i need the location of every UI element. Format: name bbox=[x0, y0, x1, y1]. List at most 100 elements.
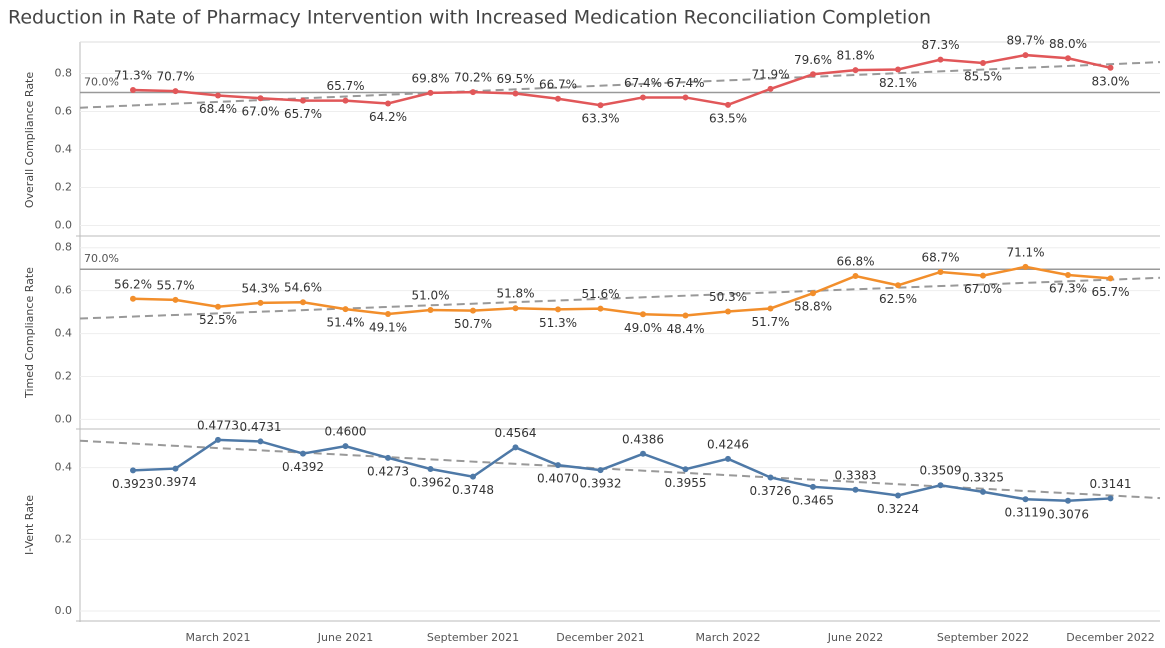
y-tick-label: 0.8 bbox=[55, 67, 73, 80]
data-point bbox=[427, 466, 434, 473]
data-label: 58.8% bbox=[794, 300, 832, 314]
y-tick-label: 0.6 bbox=[55, 105, 73, 118]
data-label: 71.9% bbox=[751, 67, 789, 81]
data-label: 49.1% bbox=[369, 321, 407, 335]
data-point bbox=[852, 67, 859, 74]
data-point bbox=[810, 483, 816, 490]
data-point bbox=[937, 482, 944, 489]
data-point bbox=[130, 295, 136, 302]
data-label: 64.2% bbox=[369, 110, 407, 124]
y-tick-label: 0.6 bbox=[55, 284, 73, 297]
data-point bbox=[385, 100, 391, 107]
data-point bbox=[767, 85, 774, 92]
data-point bbox=[512, 305, 519, 312]
data-label: 0.3325 bbox=[962, 470, 1004, 484]
data-label: 0.4773 bbox=[197, 418, 239, 432]
data-point bbox=[682, 312, 689, 319]
data-label: 70.7% bbox=[156, 70, 194, 84]
data-point bbox=[640, 311, 646, 318]
data-point bbox=[1065, 271, 1071, 278]
data-label: 69.5% bbox=[496, 72, 534, 86]
data-label: 65.7% bbox=[326, 79, 364, 93]
data-point bbox=[937, 56, 944, 63]
data-label: 79.6% bbox=[794, 53, 832, 67]
data-label: 71.1% bbox=[1006, 245, 1044, 259]
data-label: 54.3% bbox=[241, 281, 279, 295]
data-label: 0.4600 bbox=[325, 425, 367, 439]
data-label: 68.7% bbox=[921, 250, 959, 264]
data-point bbox=[1022, 52, 1029, 59]
data-label: 0.3748 bbox=[452, 483, 494, 497]
data-label: 0.3955 bbox=[665, 476, 707, 490]
data-point bbox=[725, 455, 731, 462]
data-label: 0.3509 bbox=[920, 464, 962, 478]
data-point bbox=[512, 90, 519, 97]
data-label: 62.5% bbox=[879, 292, 917, 306]
reference-label: 70.0% bbox=[84, 76, 119, 89]
data-label: 81.8% bbox=[836, 49, 874, 63]
y-axis-title: Overall Compliance Rate bbox=[23, 72, 36, 209]
data-point bbox=[980, 272, 986, 279]
data-label: 51.8% bbox=[496, 287, 534, 301]
data-point bbox=[470, 473, 476, 480]
data-label: 83.0% bbox=[1091, 74, 1129, 88]
y-axis-title: Timed Compliance Rate bbox=[23, 267, 36, 399]
data-point bbox=[555, 306, 561, 313]
data-point bbox=[640, 450, 646, 457]
data-point bbox=[895, 492, 901, 499]
data-point bbox=[215, 303, 221, 310]
y-axis-title: I-Vent Rate bbox=[23, 495, 36, 555]
y-tick-label: 0.2 bbox=[55, 369, 73, 382]
data-point bbox=[342, 443, 349, 450]
data-point bbox=[640, 94, 646, 101]
data-point bbox=[215, 92, 221, 99]
data-point bbox=[1065, 55, 1071, 62]
trend-line bbox=[79, 439, 1161, 500]
data-label: 0.3141 bbox=[1090, 477, 1132, 491]
data-label: 51.0% bbox=[411, 288, 449, 302]
x-tick-label: June 2021 bbox=[317, 631, 373, 644]
data-label: 88.0% bbox=[1049, 37, 1087, 51]
y-tick-label: 0.0 bbox=[55, 412, 73, 425]
data-point bbox=[810, 290, 816, 297]
series-line bbox=[132, 265, 1111, 317]
data-label: 66.8% bbox=[836, 255, 874, 269]
data-point bbox=[597, 305, 604, 312]
data-label: 69.8% bbox=[411, 71, 449, 85]
data-label: 0.3932 bbox=[580, 477, 622, 491]
data-point bbox=[300, 299, 306, 306]
data-point bbox=[810, 71, 816, 78]
data-point bbox=[725, 101, 731, 108]
data-point bbox=[342, 306, 349, 313]
data-label: 71.3% bbox=[114, 69, 152, 83]
y-tick-label: 0.4 bbox=[55, 143, 73, 156]
data-label: 67.4% bbox=[666, 76, 704, 90]
data-point bbox=[895, 66, 901, 73]
data-point bbox=[470, 307, 476, 314]
data-point bbox=[937, 268, 944, 275]
data-label: 67.0% bbox=[241, 105, 279, 119]
data-point bbox=[172, 88, 179, 95]
data-label: 67.0% bbox=[964, 282, 1002, 296]
data-point bbox=[257, 95, 264, 102]
data-point bbox=[555, 95, 561, 102]
x-tick-label: September 2021 bbox=[427, 631, 519, 644]
data-point bbox=[257, 299, 264, 306]
data-label: 65.7% bbox=[284, 107, 322, 121]
data-point bbox=[130, 87, 136, 94]
data-point bbox=[342, 97, 349, 104]
data-label: 55.7% bbox=[156, 278, 194, 292]
data-label: 0.3726 bbox=[750, 484, 792, 498]
data-label: 51.4% bbox=[326, 316, 364, 330]
data-label: 63.3% bbox=[581, 112, 619, 126]
data-label: 66.7% bbox=[539, 77, 577, 91]
data-point bbox=[1107, 495, 1114, 502]
data-point bbox=[1107, 64, 1114, 71]
data-label: 49.0% bbox=[624, 321, 662, 335]
data-label: 68.4% bbox=[199, 102, 237, 116]
data-label: 0.3224 bbox=[877, 502, 919, 516]
data-label: 0.3383 bbox=[835, 468, 877, 482]
data-point bbox=[725, 308, 731, 315]
data-label: 89.7% bbox=[1006, 34, 1044, 48]
